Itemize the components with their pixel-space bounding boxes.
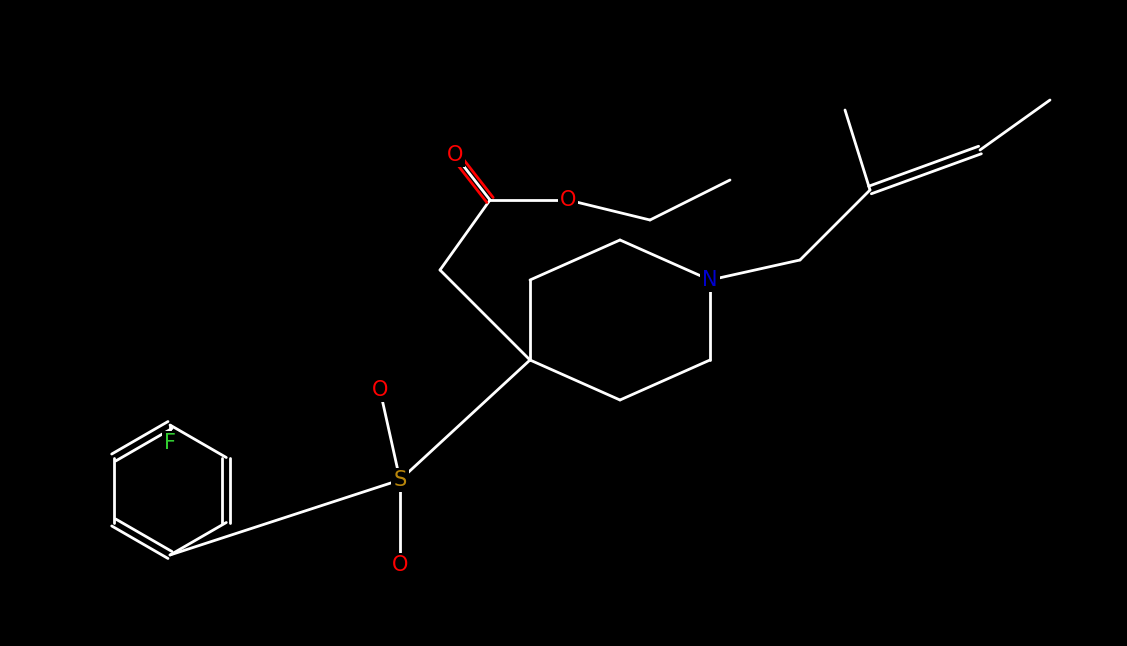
Text: O: O [392,555,408,575]
Text: S: S [393,470,407,490]
Text: O: O [372,380,388,400]
Text: O: O [560,190,576,210]
Text: F: F [165,433,176,453]
Text: N: N [702,270,718,290]
Text: O: O [446,145,463,165]
